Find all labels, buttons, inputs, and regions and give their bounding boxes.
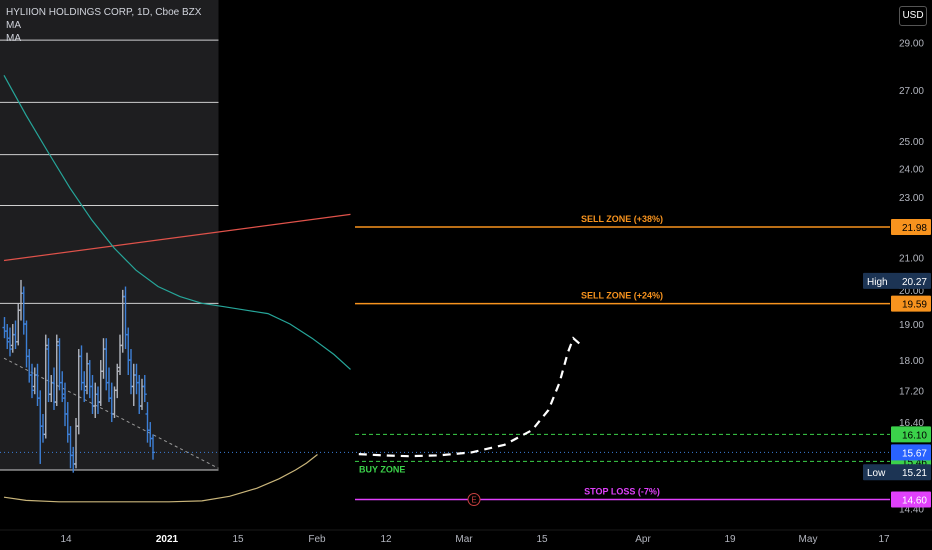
ohlc-bar-10	[30, 363, 34, 399]
time-tick-8: 19	[724, 534, 736, 545]
price-tick-3: 24.00	[899, 164, 924, 175]
ohlc-bar-41	[115, 363, 120, 399]
current-price-badge-bg	[891, 444, 931, 461]
time-tick-10: 17	[878, 534, 890, 545]
low-badge-bg	[863, 464, 931, 481]
ohlc-bar-15	[43, 334, 48, 439]
ohlc-bar-54	[151, 434, 155, 460]
price-tick-6: 20.00	[899, 286, 924, 297]
level-label-0: SELL ZONE (+38%)	[581, 214, 663, 224]
price-tick-9: 17.20	[899, 386, 924, 397]
price-tick-0: 29.00	[899, 38, 924, 49]
current-price-badge-value: 15.67	[902, 448, 927, 459]
time-tick-4: 12	[380, 534, 392, 545]
time-tick-7: Apr	[635, 534, 651, 545]
ma-fast-line	[3, 75, 351, 370]
price-tick-8: 18.00	[899, 356, 924, 367]
ohlc-bar-1	[5, 324, 10, 350]
symbol-title[interactable]: HYLIION HOLDINGS CORP, 1D, Cboe BZX	[6, 7, 202, 18]
earnings-marker-icon	[467, 492, 481, 506]
level-badge-1-value: 19.59	[902, 300, 927, 311]
level-badge-1-bg	[891, 295, 931, 312]
level-label-1: SELL ZONE (+24%)	[581, 291, 663, 301]
price-tick-10: 16.40	[899, 418, 924, 429]
level-badge-4-bg	[891, 491, 931, 508]
ohlc-bar-51	[142, 375, 147, 403]
time-tick-5: Mar	[455, 534, 473, 545]
high-badge-label: High	[867, 277, 888, 288]
price-tick-2: 25.00	[899, 137, 924, 148]
time-tick-2: 15	[232, 534, 244, 545]
level-label-3: BUY ZONE	[359, 464, 405, 474]
low-badge-label: Low	[867, 468, 886, 479]
ma-slow-line	[3, 213, 351, 262]
level-badge-3-value: 15.46	[902, 457, 927, 468]
chart-legend: HYLIION HOLDINGS CORP, 1D, Cboe BZX MA M…	[6, 6, 201, 45]
ohlc-bar-29	[82, 371, 87, 403]
price-tick-4: 23.00	[899, 193, 924, 204]
envelope-line	[3, 454, 318, 503]
level-badge-4-value: 14.60	[902, 495, 927, 506]
time-tick-0: 14	[60, 534, 72, 545]
ma-indicator-1[interactable]: MA	[6, 20, 21, 31]
high-badge-bg	[863, 272, 931, 289]
ohlc-bar-19	[54, 334, 59, 407]
level-badge-0-bg	[891, 218, 931, 235]
earnings-marker-label: E	[471, 495, 476, 504]
ohlc-bar-2	[8, 327, 12, 357]
projection-path	[358, 336, 583, 458]
currency-button[interactable]: USD	[899, 6, 927, 26]
time-tick-9: May	[799, 534, 818, 545]
price-tick-1: 27.00	[899, 86, 924, 97]
price-tick-5: 21.00	[899, 253, 924, 264]
level-label-4: STOP LOSS (-7%)	[584, 486, 660, 496]
price-tick-7: 19.00	[899, 320, 924, 331]
price-tick-11: 14.40	[899, 505, 924, 516]
time-tick-1: 2021	[156, 534, 179, 545]
time-tick-3: Feb	[308, 534, 326, 545]
level-badge-2-value: 16.10	[902, 430, 927, 441]
level-badge-2-bg	[891, 426, 931, 443]
ma-indicator-2[interactable]: MA	[6, 33, 21, 44]
time-tick-6: 15	[536, 534, 548, 545]
level-badge-0-value: 21.98	[902, 223, 927, 234]
ohlc-bar-21	[60, 371, 65, 403]
low-badge-value: 15.21	[902, 468, 927, 479]
high-badge-value: 20.27	[902, 277, 927, 288]
